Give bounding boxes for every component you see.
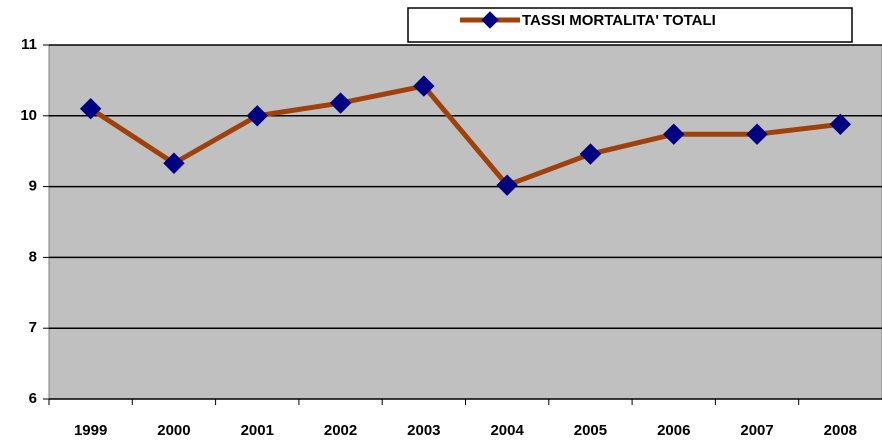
y-tick-label: 8 <box>29 248 37 265</box>
marker <box>163 152 185 174</box>
legend-label: TASSI MORTALITA' TOTALI <box>522 12 716 29</box>
y-tick-label: 10 <box>20 107 37 124</box>
marker <box>246 105 268 127</box>
x-tick-label: 2000 <box>157 422 190 439</box>
legend <box>407 7 853 43</box>
y-tick-label: 11 <box>21 36 37 53</box>
marker <box>829 113 852 136</box>
marker <box>579 143 602 165</box>
marker <box>79 98 102 120</box>
y-tick-label: 9 <box>29 178 37 195</box>
plot-area <box>48 44 882 400</box>
y-tick-label: 7 <box>29 319 37 336</box>
marker <box>496 174 518 196</box>
x-tick-label: 2007 <box>740 422 773 439</box>
x-tick-label: 2006 <box>657 422 690 439</box>
x-tick-label: 1999 <box>74 422 107 439</box>
y-tick-label: 6 <box>29 390 37 407</box>
marker <box>746 123 768 145</box>
marker <box>663 123 685 145</box>
legend-box <box>407 7 853 43</box>
x-tick-label: 2002 <box>324 422 357 439</box>
x-tick-label: 2003 <box>407 422 440 439</box>
marker <box>329 92 352 114</box>
x-tick-label: 2005 <box>574 422 607 439</box>
x-tick-label: 2008 <box>824 422 857 439</box>
line <box>89 83 841 189</box>
x-tick-label: 2004 <box>490 422 524 439</box>
x-tick-label: 2001 <box>241 422 274 439</box>
marker <box>481 11 499 29</box>
marker <box>413 75 435 97</box>
